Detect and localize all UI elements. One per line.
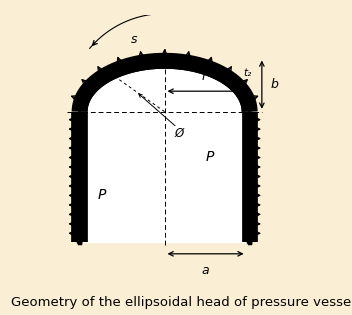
Text: Geometry of the ellipsoidal head of pressure vessel.: Geometry of the ellipsoidal head of pres… (11, 296, 352, 309)
Text: r: r (201, 70, 207, 83)
Text: P: P (97, 188, 106, 202)
Text: t₂: t₂ (244, 68, 252, 78)
Text: P: P (206, 150, 214, 163)
Polygon shape (83, 64, 246, 243)
Text: Ø: Ø (175, 127, 184, 140)
Text: s: s (131, 33, 137, 46)
Text: b: b (271, 78, 279, 91)
Text: a: a (202, 264, 209, 277)
